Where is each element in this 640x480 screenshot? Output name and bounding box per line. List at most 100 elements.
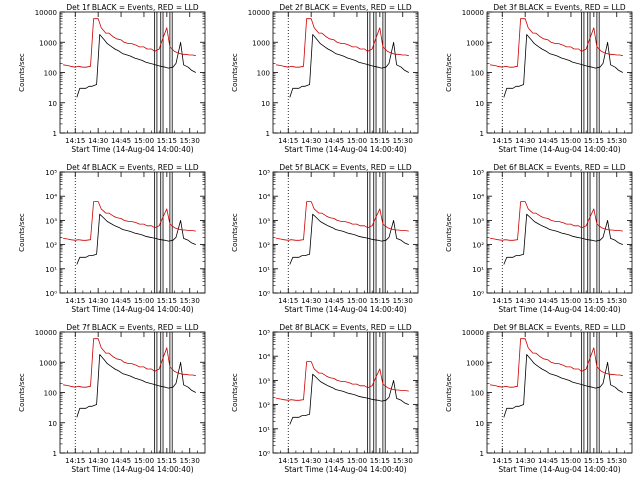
x-tick-label: 15:00 bbox=[561, 297, 581, 305]
x-tick-label: 14:45 bbox=[538, 297, 558, 305]
y-tick-label: 100 bbox=[44, 70, 57, 78]
x-tick-label: 14:45 bbox=[324, 297, 344, 305]
x-tick-label: 15:00 bbox=[134, 297, 154, 305]
x-axis-label: Start Time (14-Aug-04 14:00:40) bbox=[498, 465, 620, 474]
chart-title: Det 5f BLACK = Events, RED = LLD bbox=[279, 163, 412, 172]
y-tick-label: 1000 bbox=[466, 39, 484, 47]
x-tick-label: 14:30 bbox=[515, 137, 535, 145]
x-tick-label: 15:00 bbox=[347, 457, 367, 465]
series-line-lld bbox=[276, 18, 409, 68]
y-tick-label: 10³ bbox=[258, 217, 270, 225]
x-tick-label: 15:30 bbox=[393, 457, 413, 465]
x-tick-label: 15:30 bbox=[393, 297, 413, 305]
x-tick-label: 14:30 bbox=[515, 297, 535, 305]
x-tick-label: 15:15 bbox=[157, 457, 177, 465]
y-tick-label: 10000 bbox=[248, 9, 270, 17]
y-tick-label: 100 bbox=[471, 70, 484, 78]
x-tick-label: 15:00 bbox=[561, 137, 581, 145]
x-axis-label: Start Time (14-Aug-04 14:00:40) bbox=[284, 305, 406, 314]
x-tick-label: 15:30 bbox=[607, 137, 627, 145]
x-tick-label: 14:30 bbox=[88, 137, 108, 145]
chart-panel-9: 1 10 100 1000 10000 14:15 14:30 14:45 15:00 15:15… bbox=[445, 323, 633, 474]
y-tick-label: 1 bbox=[53, 450, 57, 458]
x-tick-label: 15:15 bbox=[157, 137, 177, 145]
y-tick-label: 10 bbox=[475, 100, 484, 108]
y-tick-label: 1000 bbox=[252, 39, 270, 47]
y-tick-label: 10² bbox=[258, 402, 270, 410]
x-tick-label: 15:15 bbox=[584, 137, 604, 145]
x-tick-label: 15:30 bbox=[180, 297, 200, 305]
series-line-events bbox=[76, 34, 196, 98]
x-tick-label: 15:00 bbox=[561, 457, 581, 465]
x-tick-label: 14:15 bbox=[65, 457, 85, 465]
y-axis-label: Counts/sec bbox=[231, 213, 239, 252]
chart-title: Det 8f BLACK = Events, RED = LLD bbox=[279, 323, 412, 332]
x-axis-label: Start Time (14-Aug-04 14:00:40) bbox=[498, 305, 620, 314]
y-axis-label: Counts/sec bbox=[445, 373, 453, 412]
y-tick-label: 10³ bbox=[45, 217, 57, 225]
x-tick-label: 15:30 bbox=[180, 457, 200, 465]
series-line-lld bbox=[490, 338, 623, 388]
plot-frame bbox=[59, 171, 206, 294]
series-line-lld bbox=[276, 201, 409, 241]
y-tick-label: 1 bbox=[266, 130, 270, 138]
x-tick-label: 15:30 bbox=[607, 297, 627, 305]
x-tick-label: 14:15 bbox=[492, 457, 512, 465]
x-tick-label: 15:00 bbox=[134, 137, 154, 145]
chart-title: Det 6f BLACK = Events, RED = LLD bbox=[493, 163, 626, 172]
plot-frame bbox=[59, 331, 206, 454]
x-tick-label: 15:30 bbox=[180, 137, 200, 145]
chart-title: Det 2f BLACK = Events, RED = LLD bbox=[279, 3, 412, 12]
y-tick-label: 1000 bbox=[39, 359, 57, 367]
x-tick-label: 15:15 bbox=[370, 457, 390, 465]
x-tick-label: 14:15 bbox=[65, 137, 85, 145]
series-line-events bbox=[76, 354, 196, 418]
y-tick-label: 10² bbox=[472, 242, 484, 250]
chart-panel-7: 1 10 100 1000 10000 14:15 14:30 14:45 15:00 15:15… bbox=[18, 323, 206, 474]
y-axis-label: Counts/sec bbox=[445, 213, 453, 252]
x-tick-label: 14:45 bbox=[324, 137, 344, 145]
series-line-events bbox=[76, 213, 196, 265]
y-tick-label: 10 bbox=[261, 100, 270, 108]
x-tick-label: 14:15 bbox=[492, 297, 512, 305]
y-tick-label: 10⁴ bbox=[45, 193, 57, 201]
y-axis-label: Counts/sec bbox=[231, 373, 239, 412]
x-tick-label: 14:45 bbox=[111, 137, 131, 145]
plot-frame bbox=[486, 11, 633, 134]
x-tick-label: 14:45 bbox=[538, 457, 558, 465]
y-tick-label: 100 bbox=[44, 390, 57, 398]
y-tick-label: 10⁰ bbox=[258, 450, 270, 458]
y-tick-label: 10000 bbox=[35, 9, 57, 17]
x-tick-label: 14:30 bbox=[88, 457, 108, 465]
x-tick-label: 15:15 bbox=[370, 297, 390, 305]
y-tick-label: 100 bbox=[257, 70, 270, 78]
x-tick-label: 14:15 bbox=[278, 297, 298, 305]
y-tick-label: 10³ bbox=[258, 377, 270, 385]
x-tick-label: 15:00 bbox=[347, 297, 367, 305]
x-tick-label: 15:00 bbox=[347, 137, 367, 145]
y-tick-label: 10⁵ bbox=[472, 169, 484, 177]
x-axis-label: Start Time (14-Aug-04 14:00:40) bbox=[71, 465, 193, 474]
x-axis-label: Start Time (14-Aug-04 14:00:40) bbox=[284, 465, 406, 474]
x-tick-label: 14:30 bbox=[301, 137, 321, 145]
x-tick-label: 15:15 bbox=[370, 137, 390, 145]
chart-panel-1: 1 10 100 1000 10000 14:15 14:30 14:45 15:00 15:15… bbox=[18, 3, 206, 154]
y-tick-label: 1000 bbox=[466, 359, 484, 367]
x-tick-label: 14:30 bbox=[301, 297, 321, 305]
x-axis-label: Start Time (14-Aug-04 14:00:40) bbox=[71, 305, 193, 314]
x-tick-label: 14:45 bbox=[111, 457, 131, 465]
x-tick-label: 15:15 bbox=[584, 457, 604, 465]
chart-title: Det 7f BLACK = Events, RED = LLD bbox=[66, 323, 199, 332]
x-tick-label: 14:45 bbox=[111, 297, 131, 305]
y-tick-label: 10000 bbox=[462, 329, 484, 337]
y-tick-label: 10⁵ bbox=[45, 169, 57, 177]
y-tick-label: 1 bbox=[480, 450, 484, 458]
chart-panel-2: 1 10 100 1000 10000 14:15 14:30 14:45 15:00 15:15… bbox=[231, 3, 419, 154]
y-tick-label: 10 bbox=[48, 100, 57, 108]
series-line-lld bbox=[490, 201, 623, 241]
chart-title: Det 4f BLACK = Events, RED = LLD bbox=[66, 163, 199, 172]
